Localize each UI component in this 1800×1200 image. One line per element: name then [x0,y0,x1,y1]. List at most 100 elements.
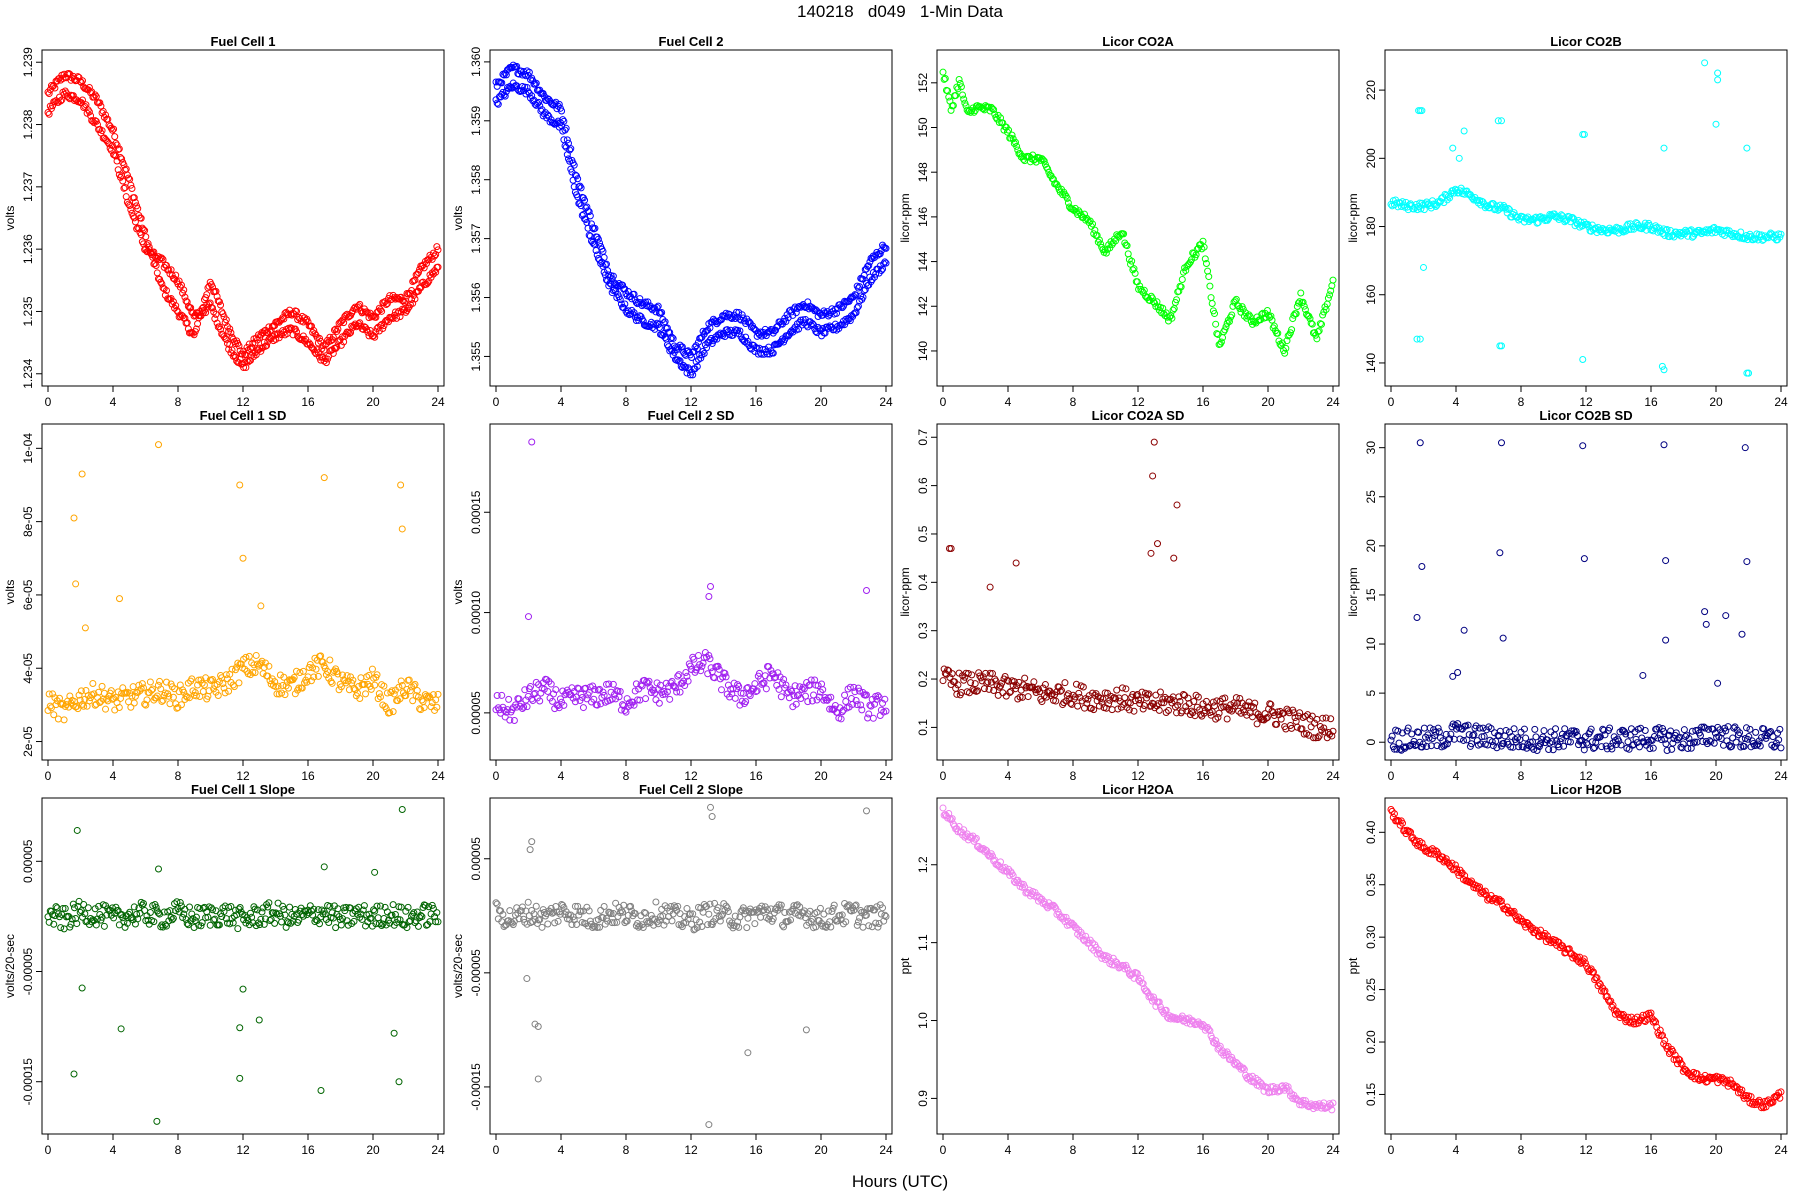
data-point [609,272,617,280]
data-point [838,304,846,312]
data-point [227,903,235,911]
data-point [214,297,222,305]
data-point [635,316,643,324]
data-point [953,83,961,91]
data-point [161,291,169,299]
data-point [865,710,873,718]
data-point [127,206,135,214]
data-point [1449,144,1457,152]
data-point [116,694,124,702]
data-point [190,331,198,339]
data-point [1615,737,1623,745]
data-point [1743,558,1751,566]
data-point [598,693,606,701]
data-point [593,701,601,709]
data-point [1030,678,1038,686]
x-tick-label: 12 [1131,769,1145,783]
data-point [131,218,139,226]
data-point [45,690,53,698]
data-point [210,916,218,924]
data-point [1476,724,1484,732]
y-tick-label: 142 [916,296,930,316]
plot-frame [1384,423,1788,761]
data-point [697,667,705,675]
data-point [198,679,206,687]
data-point [562,143,570,151]
data-point [1548,738,1556,746]
data-point [1133,969,1141,977]
data-point [1128,257,1136,265]
data-point [992,113,1000,121]
data-point [528,438,536,446]
y-tick-label: 0.9 [916,1090,930,1107]
data-point [728,690,736,698]
data-point [251,669,259,677]
data-point [342,903,350,911]
data-point [1164,706,1172,714]
data-point [693,362,701,370]
data-point [738,697,746,705]
data-point [1315,732,1323,740]
data-point [827,693,835,701]
data-point [288,910,296,918]
data-point [127,181,135,189]
data-point [61,904,69,912]
data-point [627,902,635,910]
data-point [1711,729,1719,737]
data-point [1687,226,1695,234]
data-point [1699,738,1707,746]
data-point [278,689,286,697]
data-point [1740,742,1748,750]
data-point [156,910,164,918]
data-point [125,200,133,208]
data-point [654,302,662,310]
panel-title: Fuel Cell 1 Slope [191,782,295,797]
data-point [1262,714,1270,722]
data-point [1635,743,1643,751]
data-point [135,224,143,232]
data-point [501,92,509,100]
data-point [427,703,435,711]
data-point [1481,204,1489,212]
panel-title: Fuel Cell 1 SD [200,408,287,423]
data-point [1402,743,1410,751]
data-point [1152,1002,1160,1010]
x-tick-label: 0 [493,1143,500,1157]
data-point [548,697,556,705]
data-point [152,261,160,269]
data-point [819,922,827,930]
y-tick-label: 1e-04 [21,433,35,464]
data-point [682,668,690,676]
data-point [78,470,86,478]
data-point [1190,698,1198,706]
data-point [978,845,986,853]
data-point [569,694,577,702]
data-point [492,899,500,907]
data-point [564,911,572,919]
data-point [115,704,123,712]
data-point [148,686,156,694]
data-point [1662,636,1670,644]
data-point [1078,931,1086,939]
data-point [659,316,667,324]
data-point [263,342,271,350]
data-point [957,83,965,91]
data-point [707,803,714,811]
data-point [838,708,846,716]
data-point [751,680,759,688]
x-tick-label: 20 [366,769,380,783]
data-point [652,898,660,906]
x-tick-label: 20 [814,395,828,409]
data-point [1079,683,1087,691]
data-point [1316,723,1324,731]
data-point [47,907,55,915]
data-point [959,91,967,99]
data-point [705,593,713,601]
data-point [493,900,501,908]
data-point [375,920,383,928]
data-point [272,909,280,917]
data-point [1129,266,1137,274]
data-point [1207,294,1215,302]
